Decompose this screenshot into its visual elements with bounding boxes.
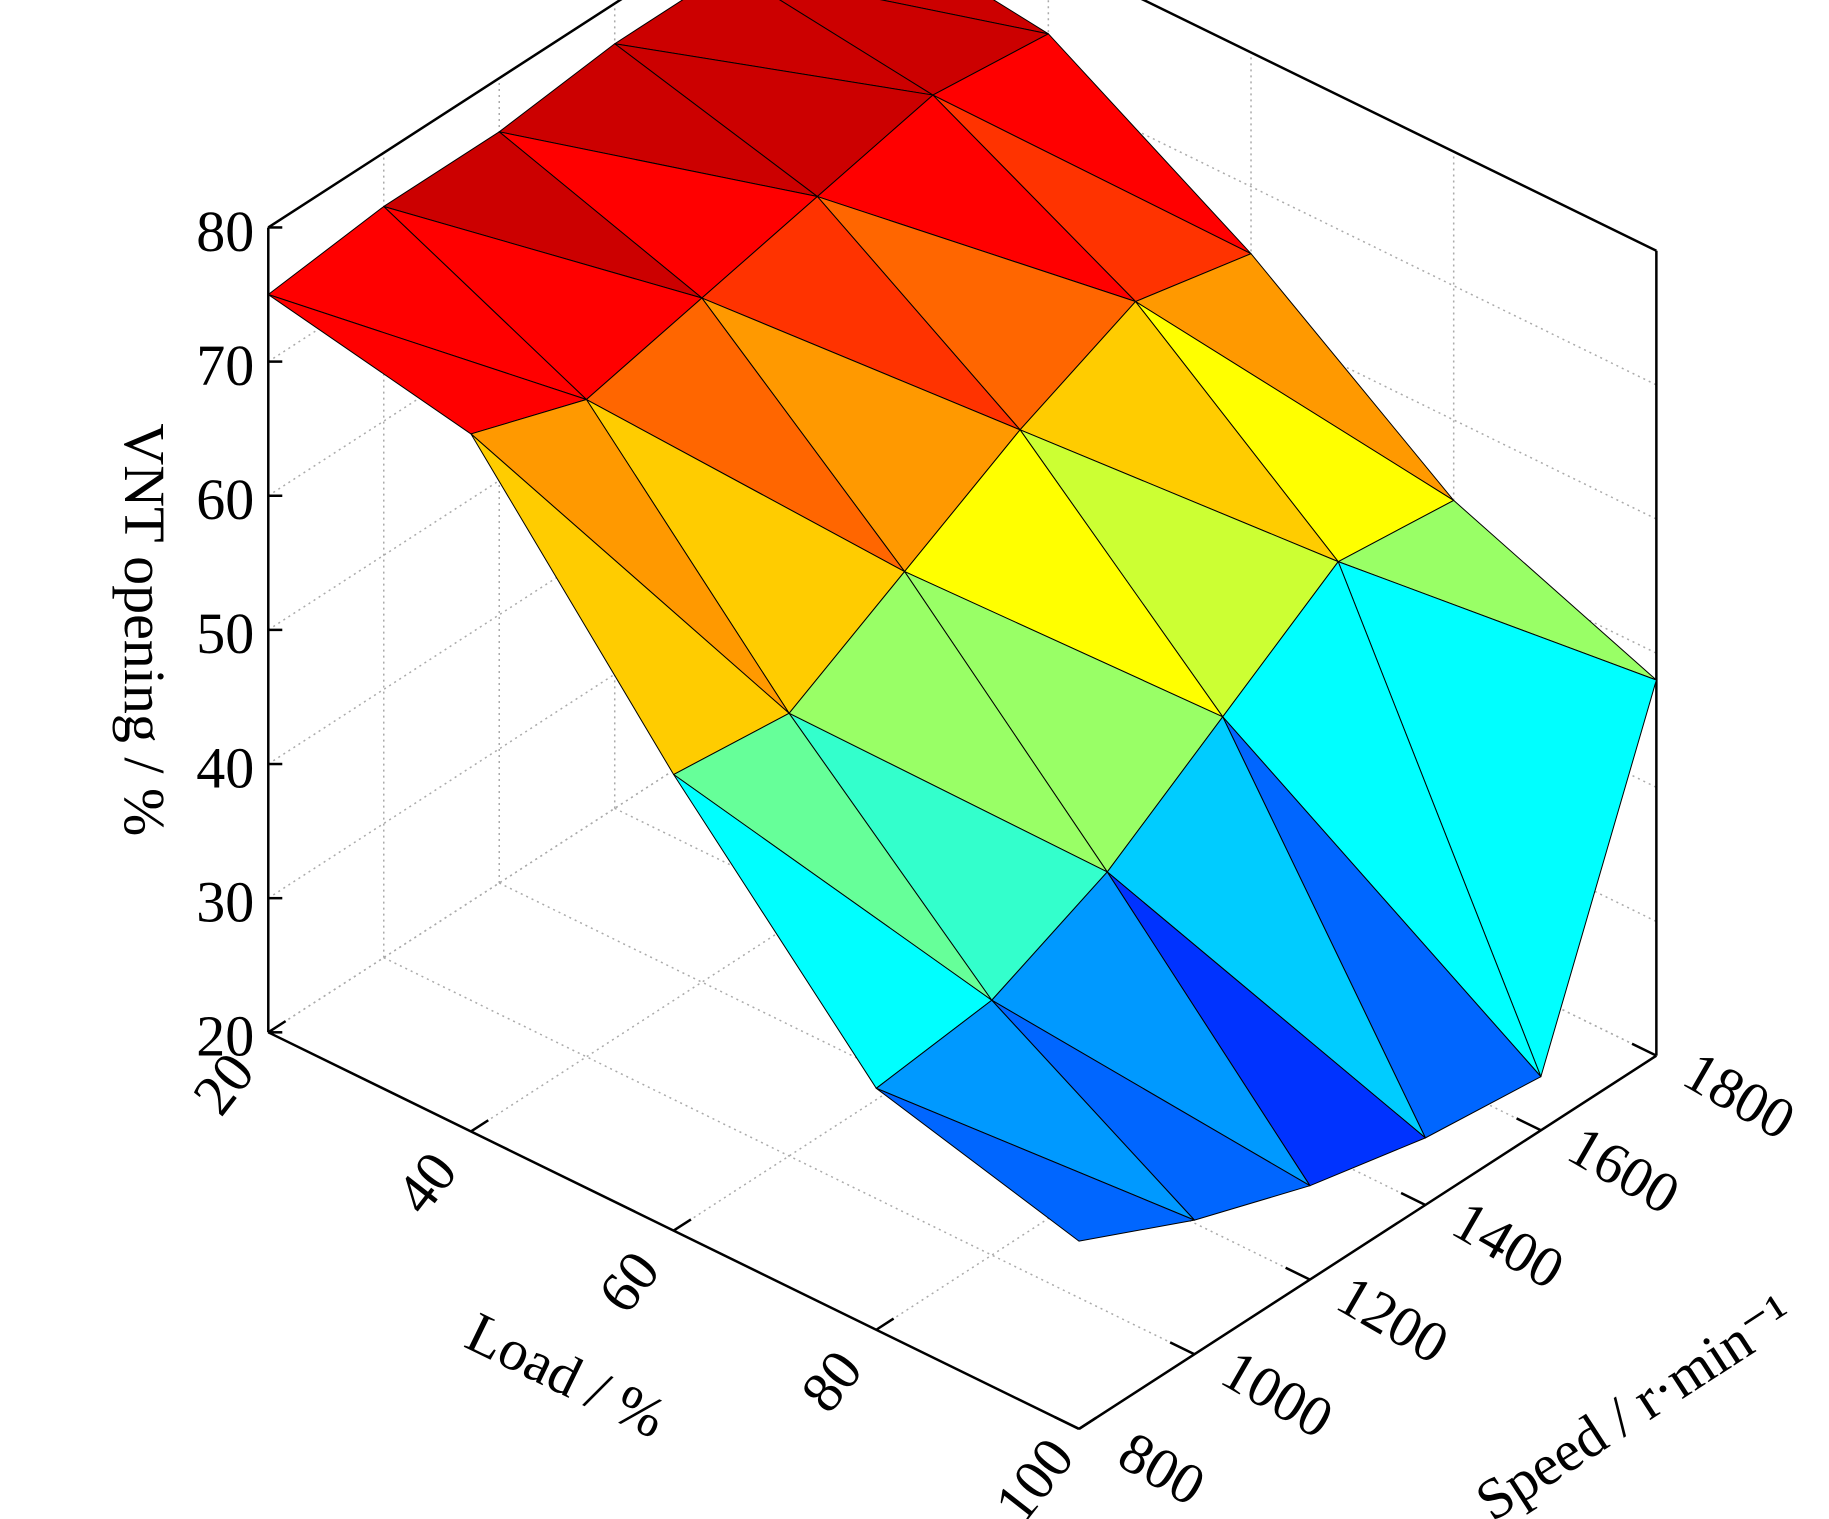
z-tick-label: 30 [196, 869, 254, 934]
surface [267, 0, 1657, 1242]
z-tick-label: 20 [196, 1004, 254, 1069]
y-tick-label: 1400 [1442, 1187, 1575, 1301]
box-edge [267, 1031, 1080, 1431]
tick-mark [1078, 1416, 1097, 1430]
z-tick-label: 40 [196, 735, 254, 800]
y-tick-label: 1200 [1327, 1262, 1460, 1376]
grid-line [383, 956, 1195, 1355]
tick-mark [1054, 1415, 1080, 1431]
box-edge [1140, 0, 1657, 252]
x-axis-label: Load / % [457, 1299, 677, 1451]
tick-mark [1400, 1191, 1426, 1207]
y-axis-label: Speed / r·min⁻¹ [1464, 1281, 1804, 1519]
grid-line [267, 658, 847, 1033]
z-tick-label: 50 [196, 601, 254, 666]
tick-mark [672, 1218, 692, 1232]
tick-mark [1285, 1266, 1311, 1281]
y-tick-label: 1600 [1558, 1113, 1691, 1227]
x-tick-label: 40 [383, 1140, 470, 1226]
z-axis-label: VNT opening / % [112, 423, 177, 836]
x-tick-label: 80 [788, 1338, 875, 1424]
y-tick-label: 1800 [1673, 1038, 1806, 1152]
grid-line [267, 524, 847, 899]
tick-mark [1631, 1042, 1657, 1057]
z-tick-label: 60 [196, 467, 254, 532]
box-edge [1078, 1054, 1658, 1430]
grid-line [470, 757, 1049, 1133]
tick-mark [1169, 1341, 1195, 1356]
x-tick-label: 60 [585, 1239, 672, 1325]
tick-mark [1516, 1117, 1542, 1132]
x-tick-label: 100 [982, 1426, 1087, 1519]
y-tick-label: 1000 [1211, 1337, 1344, 1451]
box-edge [267, 0, 623, 229]
tick-mark [267, 1020, 287, 1034]
surface-facet [875, 1087, 1195, 1242]
z-tick-label: 70 [196, 333, 254, 398]
tick-mark [875, 1317, 895, 1331]
tick-mark [470, 1119, 489, 1133]
y-tick-label: 800 [1108, 1419, 1216, 1519]
z-tick-label: 80 [196, 199, 254, 264]
